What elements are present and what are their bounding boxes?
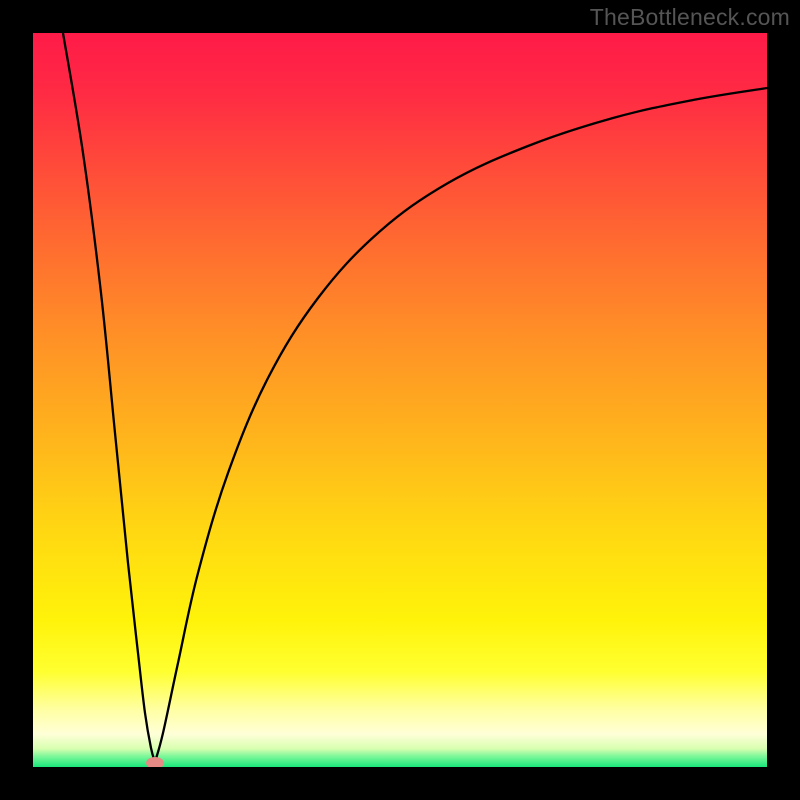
plot-background <box>33 33 767 767</box>
plot-svg <box>0 0 800 800</box>
watermark-text: TheBottleneck.com <box>590 4 790 31</box>
chart-container: TheBottleneck.com <box>0 0 800 800</box>
